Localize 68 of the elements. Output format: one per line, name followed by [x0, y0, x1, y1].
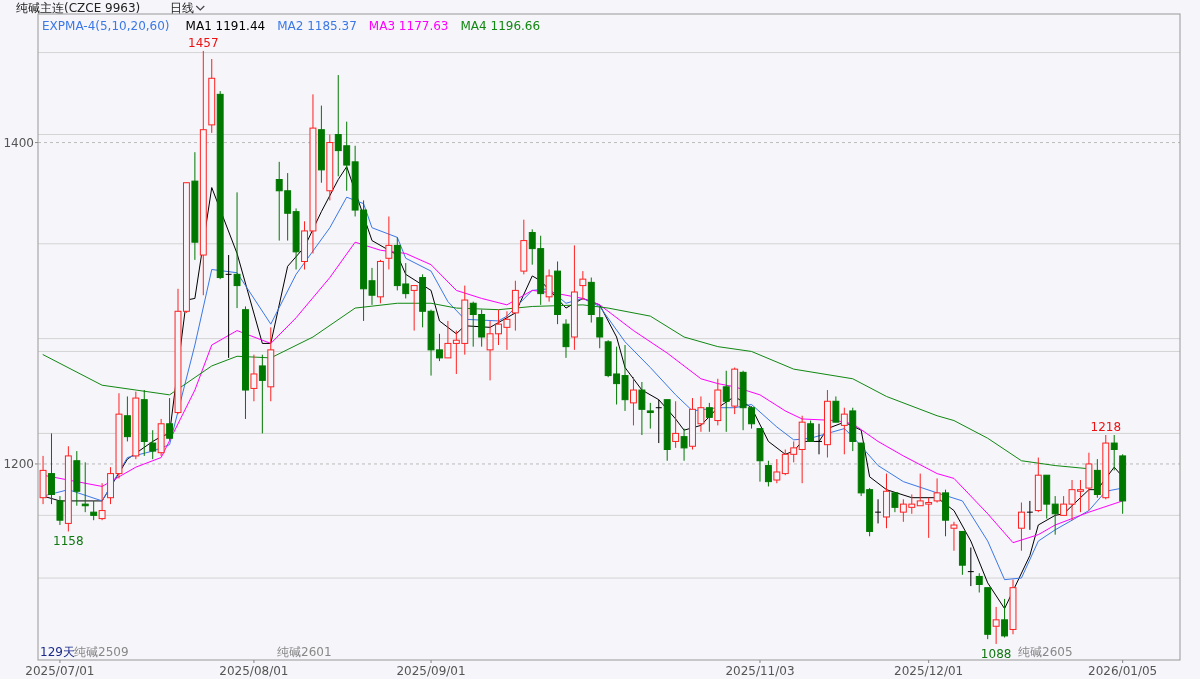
candlestick [545, 269, 553, 303]
candlestick [933, 477, 941, 504]
candlestick [840, 407, 848, 455]
x-tick-label: 2025/09/01 [396, 664, 466, 678]
annotation: 纯碱2605 [1018, 645, 1073, 659]
candlestick [579, 270, 587, 301]
candlestick [764, 460, 772, 487]
candlestick [1017, 502, 1025, 552]
candlestick [655, 399, 663, 444]
candlestick [123, 395, 131, 442]
candlestick [967, 547, 975, 587]
legend-title: EXPMA-4(5,10,20,60) [42, 19, 170, 33]
candlestick [807, 420, 815, 442]
candlestick [705, 402, 713, 433]
candlestick [90, 500, 98, 521]
x-tick-label: 2026/01/05 [1088, 664, 1158, 678]
candlestick [630, 376, 637, 426]
candlestick [385, 215, 393, 271]
candlestick [250, 354, 258, 402]
candlestick [562, 318, 570, 359]
candlestick [722, 370, 730, 433]
y-tick-label: 1400 [3, 135, 34, 150]
candlestick [992, 606, 1000, 645]
x-tick-label: 2025/12/01 [894, 664, 964, 678]
candlestick [773, 458, 781, 484]
x-tick-label: 2025/07/01 [25, 664, 95, 678]
candlestick [81, 461, 89, 513]
candlestick [1110, 434, 1118, 471]
candlestick [1001, 598, 1009, 638]
candlestick [258, 354, 266, 434]
candlestick [98, 482, 106, 521]
x-tick-label: 2025/11/03 [725, 664, 795, 678]
y-tick-label: 1200 [3, 456, 34, 471]
candlestick [1026, 500, 1034, 531]
candlestick [596, 305, 604, 349]
candlestick [950, 521, 958, 552]
candlestick [638, 381, 646, 436]
candlestick [166, 397, 174, 441]
candlestick [891, 492, 899, 513]
candlestick [646, 402, 654, 430]
text: MA2 1185.37 [277, 19, 357, 33]
annotation: 1158 [53, 534, 84, 549]
candlestick [832, 395, 840, 423]
chart-title: 纯碱主连(CZCE 9963) [16, 1, 141, 15]
candlestick [511, 280, 519, 332]
text: MA3 1177.63 [368, 19, 449, 33]
candlestick [149, 429, 157, 460]
candlestick [233, 191, 241, 309]
x-tick-label: 2025/08/01 [219, 664, 289, 678]
text: MA4 1196.66 [460, 19, 541, 33]
candlestick [815, 423, 823, 455]
candlestick [48, 432, 55, 505]
candlestick [672, 400, 680, 449]
candlestick [680, 428, 688, 462]
annotation: 纯碱2509 [74, 645, 129, 659]
chart-subtitle: 日线 [170, 1, 195, 15]
annotation: 129天 [40, 645, 75, 659]
candlestick [1051, 495, 1059, 536]
candlestick [975, 572, 983, 594]
annotation: 纯碱2601 [277, 645, 332, 659]
candlestick [874, 498, 882, 524]
candlestick [56, 495, 64, 526]
candlestick [225, 254, 233, 359]
annotation: 1218 [1090, 420, 1122, 435]
annotation: 1457 [188, 35, 219, 50]
text: MA1 1191.44 [185, 19, 266, 33]
annotation: 1088 [980, 646, 1012, 661]
candlestick [410, 285, 418, 332]
